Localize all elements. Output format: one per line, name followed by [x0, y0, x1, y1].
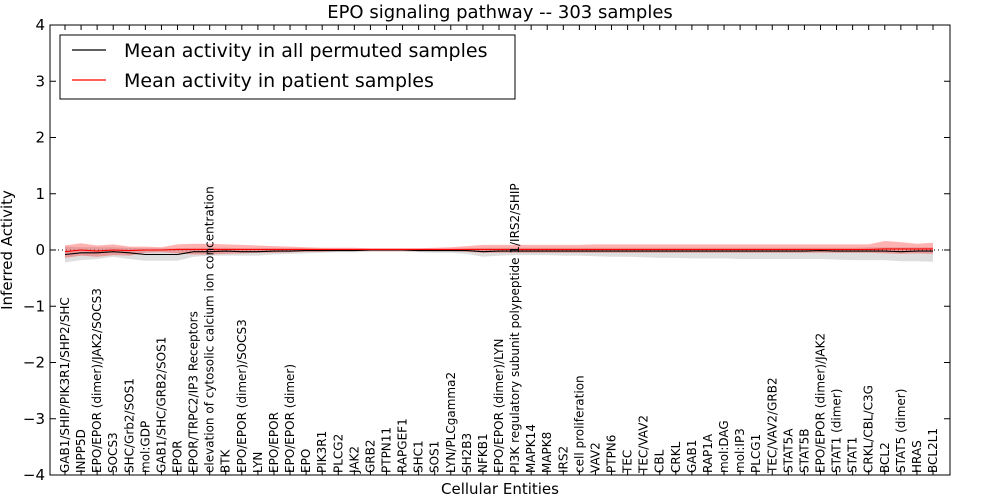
- x-tick-label: HRAS: [910, 440, 924, 473]
- x-tick-label: IRS2: [556, 446, 570, 473]
- x-tick-label: STAT5B: [797, 429, 811, 474]
- x-tick-label: mol:DAG: [717, 420, 731, 473]
- legend: Mean activity in all permuted samples Me…: [59, 34, 516, 100]
- x-tick-label: EPO/EPOR (dimer)/SOCS3: [235, 319, 249, 473]
- x-tick-label: EPO/EPOR (dimer)/JAK2: [814, 333, 828, 473]
- x-tick-label: PTPN11: [380, 427, 394, 473]
- x-tick-label: LYN/PLCgamma2: [444, 372, 458, 473]
- plot-area: 4 3 2 1 0 −1 −2 −3 −4 GAB1/SHIP/PIK3R1/SHP2/SHC IN…: [23, 16, 950, 484]
- x-tick-label: CRKL: [669, 441, 683, 473]
- x-tick-label: INPP5D: [74, 429, 88, 473]
- legend-label-permuted: Mean activity in all permuted samples: [124, 40, 487, 62]
- x-tick-label: GAB1/SHC/GRB2/SOS1: [154, 337, 168, 473]
- x-tick-label: NFKB1: [476, 433, 490, 473]
- y-tick-label: −4: [23, 466, 45, 484]
- x-tick-label: STAT1 (dimer): [830, 389, 844, 473]
- x-tick-label: SH2B3: [460, 433, 474, 473]
- x-tick-label: EPO: [299, 449, 313, 473]
- x-tick-label: EPO/EPOR (dimer)/JAK2/SOCS3: [90, 288, 104, 473]
- x-axis-label: Cellular Entities: [441, 480, 559, 498]
- y-tick-label: −1: [23, 297, 45, 315]
- x-tick-label: EPOR: [171, 440, 185, 473]
- x-tick-label: mol:IP3: [733, 428, 747, 473]
- x-tick-label: PTPN6: [605, 435, 619, 473]
- x-tick-label: PIK3R1: [315, 431, 329, 473]
- x-tick-label: PLCG2: [331, 434, 345, 473]
- legend-box: [59, 34, 516, 100]
- x-tick-label: JAK2: [347, 446, 361, 474]
- x-tick-label: CBL: [653, 449, 667, 473]
- x-tick-label: cell proliferation: [572, 375, 586, 473]
- x-tick-label: RAP1A: [701, 433, 715, 473]
- x-tick-label: LYN: [251, 452, 265, 473]
- x-tick-label: STAT5A: [781, 428, 795, 473]
- x-tick-label: PI3K regulatory subunit polypeptide 1/IR…: [508, 183, 522, 473]
- y-tick-label: 0: [35, 241, 45, 259]
- x-tick-label: EPO/EPOR: [267, 412, 281, 473]
- x-tick-label: SHC1: [412, 440, 426, 473]
- x-tick-label: GAB1/SHIP/PIK3R1/SHP2/SHC: [58, 297, 72, 473]
- x-tick-label: RAPGEF1: [396, 418, 410, 473]
- x-tick-label: TEC/VAV2/GRB2: [765, 377, 779, 474]
- chart-title: EPO signaling pathway -- 303 samples: [327, 2, 673, 23]
- x-tick-label: GRB2: [363, 439, 377, 473]
- x-tick-label: STAT5 (dimer): [894, 389, 908, 473]
- x-tick-label: TEC: [621, 450, 635, 474]
- patient-mean-line: [64, 248, 933, 253]
- permuted-mean-line: [64, 249, 933, 256]
- y-axis-label: Inferred Activity: [0, 190, 16, 310]
- x-tick-label: EPOR/TRPC2/IP3 Receptors: [187, 311, 201, 473]
- legend-label-patient: Mean activity in patient samples: [124, 70, 434, 92]
- x-tick-label: CRKL/CBL/C3G: [862, 385, 876, 473]
- x-tick-label: BCL2L1: [926, 428, 940, 473]
- x-tick-label: PLCG1: [749, 434, 763, 473]
- x-tick-label: MAPK8: [540, 432, 554, 473]
- x-tick-label: VAV2: [588, 442, 602, 473]
- x-tick-label: SOS1: [428, 441, 442, 473]
- y-tick-label: 4: [35, 16, 45, 34]
- x-tick-label: mol:GDP: [138, 421, 152, 473]
- plot-frame: [49, 24, 951, 476]
- y-tick-label: 3: [35, 72, 45, 90]
- x-tick-label: BTK: [219, 448, 233, 473]
- y-tick-label: 1: [35, 185, 45, 203]
- x-tick-label: BCL2: [878, 442, 892, 473]
- x-tick-label: STAT1: [846, 437, 860, 473]
- y-tick-label: 2: [35, 129, 45, 147]
- x-tick-label: GAB1: [685, 440, 699, 473]
- x-tick-label: TEC/VAV2: [637, 415, 651, 474]
- y-tick-label: −2: [23, 354, 45, 372]
- x-tick-label: SHC/Grb2/SOS1: [122, 378, 136, 473]
- x-tick-label: elevation of cytosolic calcium ion conce…: [203, 186, 217, 473]
- x-tick-label: EPO/EPOR (dimer)/LYN: [492, 339, 506, 473]
- x-tick-label: EPO/EPOR (dimer): [283, 364, 297, 473]
- x-tick-label: SOCS3: [106, 432, 120, 473]
- y-tick-label: −3: [23, 410, 45, 428]
- x-tick-label: MAPK14: [524, 424, 538, 473]
